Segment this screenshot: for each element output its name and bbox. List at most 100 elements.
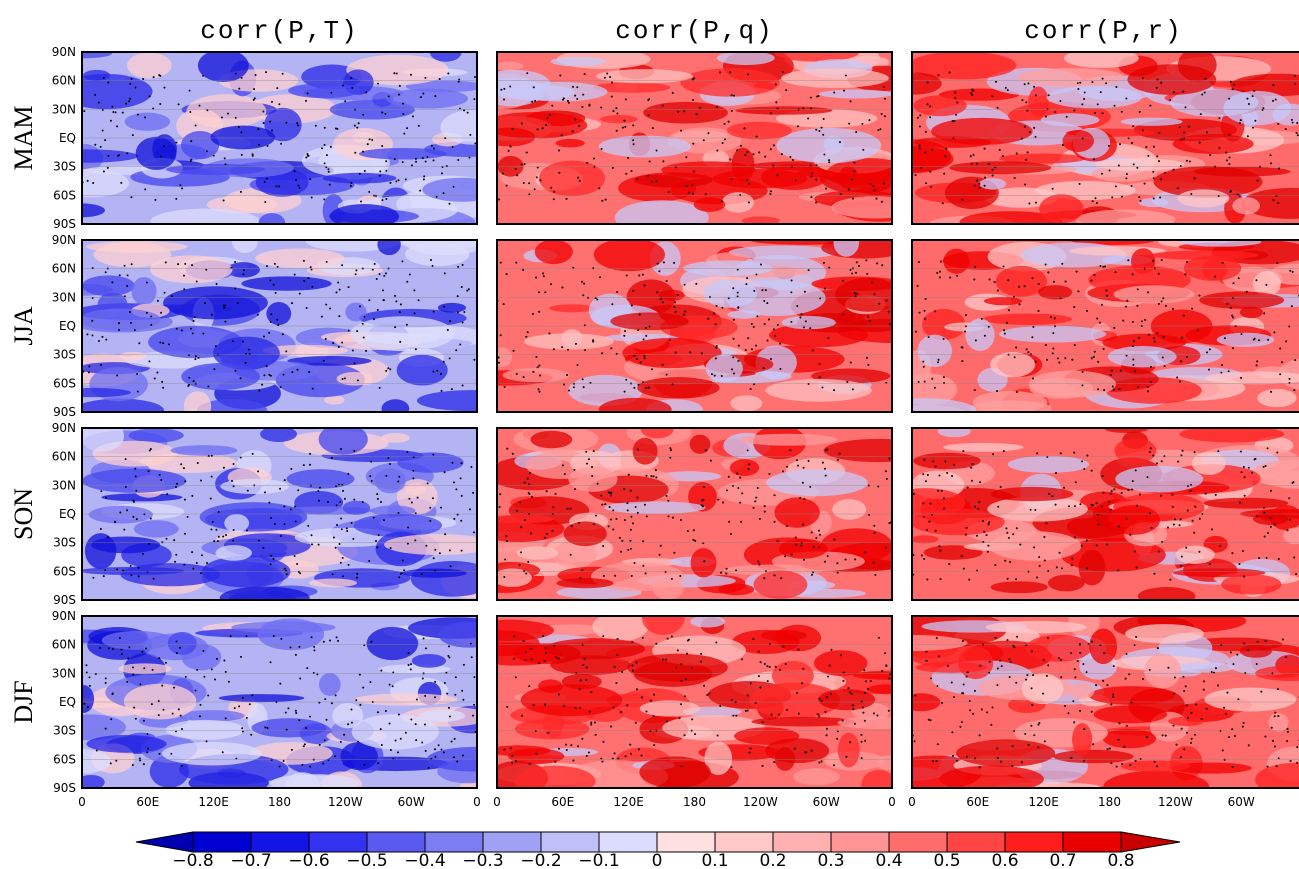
stipple xyxy=(1074,344,1076,346)
stipple xyxy=(1045,344,1047,346)
stipple xyxy=(506,273,508,275)
stipple xyxy=(943,173,945,175)
stipple xyxy=(613,666,615,668)
stipple xyxy=(631,575,633,577)
stipple xyxy=(929,171,931,173)
map-blob xyxy=(990,352,1035,377)
stipple xyxy=(769,666,771,668)
stipple xyxy=(1278,558,1280,560)
stipple xyxy=(747,694,749,696)
stipple xyxy=(733,319,735,321)
stipple xyxy=(1180,565,1182,567)
stipple xyxy=(797,465,799,467)
stipple xyxy=(1239,502,1241,504)
stipple xyxy=(268,502,270,504)
map-blob xyxy=(438,621,497,647)
stipple xyxy=(1110,762,1112,764)
stipple xyxy=(680,680,682,682)
stipple xyxy=(531,101,533,103)
stipple xyxy=(1230,81,1232,83)
map-blob xyxy=(1221,574,1281,594)
stipple xyxy=(283,760,285,762)
stipple xyxy=(988,672,990,674)
stipple xyxy=(1230,307,1232,309)
stipple xyxy=(651,181,653,183)
stipple xyxy=(1060,676,1062,678)
stipple xyxy=(152,669,154,671)
stipple xyxy=(716,149,718,151)
stipple xyxy=(100,490,102,492)
stipple xyxy=(939,550,941,552)
stipple xyxy=(553,348,555,350)
stipple xyxy=(274,523,276,525)
stipple xyxy=(1055,472,1057,474)
stipple xyxy=(1264,512,1266,514)
stipple xyxy=(1113,488,1115,490)
stipple xyxy=(1186,704,1188,706)
stipple xyxy=(393,72,395,74)
stipple xyxy=(631,641,633,643)
stipple xyxy=(612,528,614,530)
stipple xyxy=(460,477,462,479)
stipple xyxy=(530,533,532,535)
stipple xyxy=(331,457,333,459)
stipple xyxy=(1018,286,1020,288)
stipple xyxy=(842,719,844,721)
stipple xyxy=(1127,489,1129,491)
stipple xyxy=(307,155,309,157)
stipple xyxy=(323,198,325,200)
stipple xyxy=(1190,712,1192,714)
stipple xyxy=(324,144,326,146)
stipple xyxy=(323,641,325,643)
map-blob xyxy=(706,355,743,382)
stipple xyxy=(434,95,436,97)
stipple xyxy=(203,676,205,678)
stipple xyxy=(638,384,640,386)
stipple xyxy=(715,357,717,359)
stipple xyxy=(443,306,445,308)
stipple xyxy=(383,275,385,277)
stipple xyxy=(1094,112,1096,114)
stipple xyxy=(267,727,269,729)
stipple xyxy=(415,158,417,160)
stipple xyxy=(716,106,718,108)
stipple xyxy=(979,734,981,736)
stipple xyxy=(992,174,994,176)
stipple xyxy=(1132,364,1134,366)
stipple xyxy=(520,526,522,528)
stipple xyxy=(1173,693,1175,695)
stipple xyxy=(1021,99,1023,101)
map-blob xyxy=(727,122,792,140)
stipple xyxy=(423,178,425,180)
map-blob xyxy=(539,160,605,196)
stipple xyxy=(466,290,468,292)
stipple xyxy=(1127,259,1129,261)
stipple xyxy=(782,470,784,472)
lat-tick-label: 90N xyxy=(52,45,76,59)
stipple xyxy=(811,173,813,175)
lat-tick-label: 60N xyxy=(52,450,76,464)
stipple xyxy=(666,721,668,723)
stipple xyxy=(715,642,717,644)
stipple xyxy=(160,312,162,314)
map-blob xyxy=(397,355,448,386)
stipple xyxy=(309,766,311,768)
lat-tick-label: EQ xyxy=(59,131,76,145)
stipple xyxy=(770,358,772,360)
stipple xyxy=(1181,728,1183,730)
stipple xyxy=(696,113,698,115)
stipple xyxy=(601,148,603,150)
stipple xyxy=(1102,475,1104,477)
stipple xyxy=(385,272,387,274)
stipple xyxy=(566,374,568,376)
stipple xyxy=(1081,384,1083,386)
stipple xyxy=(1169,99,1171,101)
stipple xyxy=(304,743,306,745)
stipple xyxy=(1060,452,1062,454)
map-blob xyxy=(818,689,875,710)
stipple xyxy=(668,515,670,517)
stipple xyxy=(264,181,266,183)
stipple xyxy=(926,529,928,531)
stipple xyxy=(200,572,202,574)
map-blob xyxy=(735,106,832,114)
